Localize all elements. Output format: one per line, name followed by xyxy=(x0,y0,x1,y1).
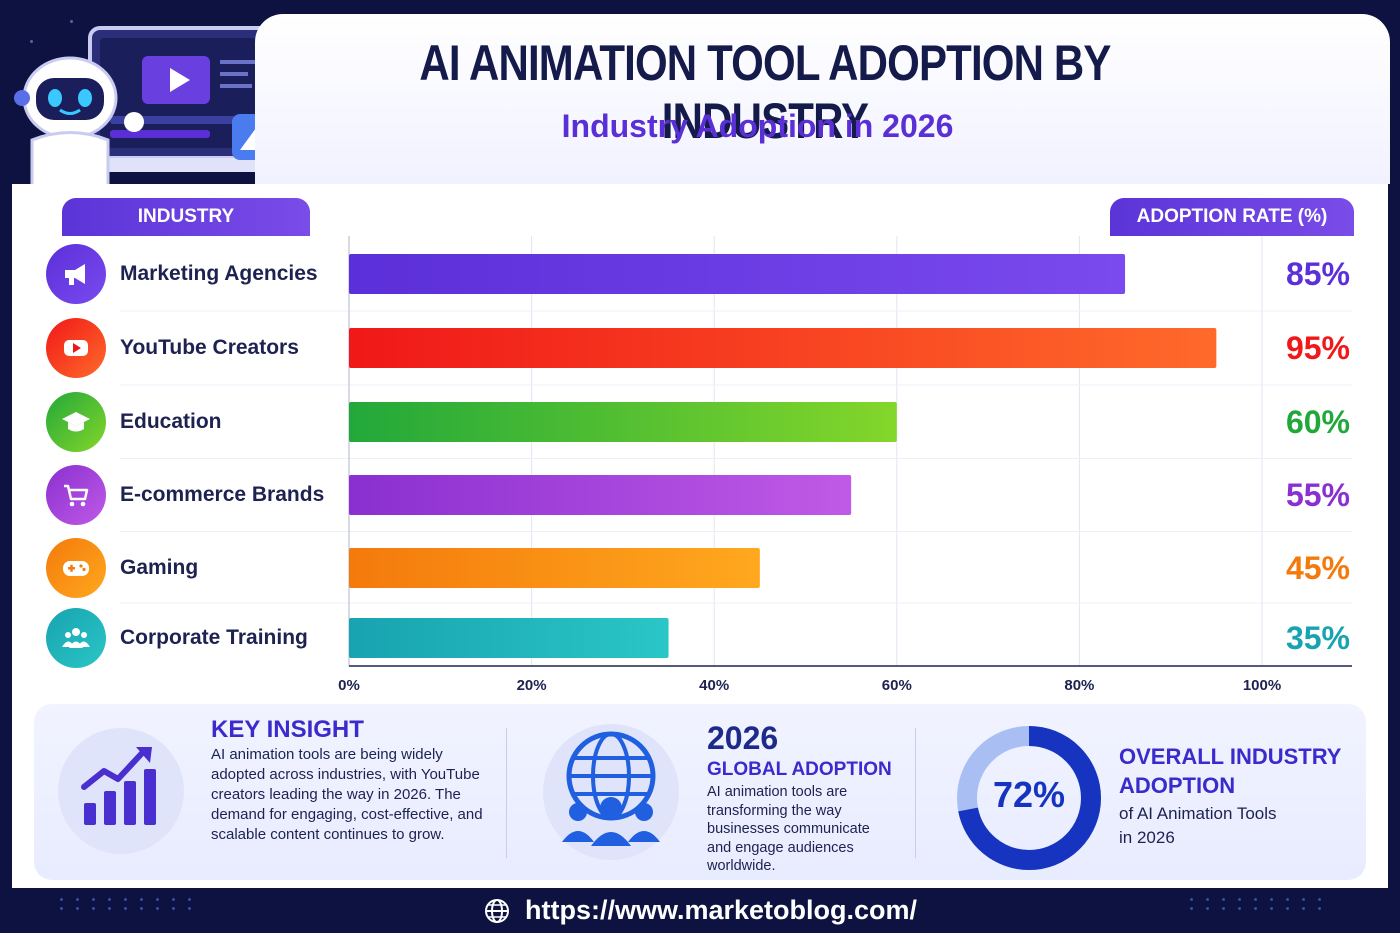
key-insight-title: KEY INSIGHT xyxy=(211,716,364,743)
chart-subtitle: Industry Adoption in 2026 xyxy=(561,108,954,144)
youtube-play-icon xyxy=(64,340,88,356)
overall-adoption-donut xyxy=(957,726,1101,870)
x-tick-label: 60% xyxy=(882,677,912,694)
value-label: 35% xyxy=(1285,619,1350,656)
industry-label: E-commerce Brands xyxy=(120,483,325,506)
x-tick-label: 40% xyxy=(699,677,729,694)
adoption-rate-column-header: ADOPTION RATE (%) xyxy=(1110,198,1354,236)
value-label: 95% xyxy=(1285,329,1350,366)
globe-people-icon xyxy=(562,731,660,846)
footer-url-link[interactable]: https://www.marketoblog.com/ xyxy=(524,895,918,925)
header-card xyxy=(255,14,1390,184)
x-tick-label: 20% xyxy=(517,677,547,694)
industry-label: Corporate Training xyxy=(120,626,308,649)
bar xyxy=(349,548,760,588)
global-year: 2026 xyxy=(707,720,779,756)
bar xyxy=(349,402,897,442)
gamepad-icon xyxy=(63,561,89,576)
overall-adoption-text-line2: in 2026 xyxy=(1119,828,1175,847)
footer-dots-right xyxy=(1190,898,1328,910)
robot-laptop-illustration xyxy=(14,26,310,190)
insights-box xyxy=(34,704,1366,880)
globe-icon xyxy=(484,898,509,923)
global-adoption-title: GLOBAL ADOPTION xyxy=(707,759,892,780)
insights-divider xyxy=(915,728,916,858)
overall-adoption-title: OVERALL INDUSTRY ADOPTION xyxy=(1119,742,1341,800)
bar xyxy=(349,328,1217,368)
overall-adoption-title-line2: ADOPTION xyxy=(1119,773,1236,798)
industry-column-header: INDUSTRY xyxy=(62,198,310,236)
value-label: 85% xyxy=(1285,255,1350,292)
x-tick-label: 0% xyxy=(338,677,360,694)
footer: https://www.marketoblog.com/ xyxy=(0,888,1400,933)
team-icon xyxy=(62,628,90,648)
bar xyxy=(349,618,669,658)
industry-label: YouTube Creators xyxy=(120,336,299,359)
overall-adoption-value: 72% xyxy=(992,774,1066,815)
global-adoption-text: AI animation tools are transforming the … xyxy=(707,784,870,874)
overall-adoption-text: of AI Animation Tools in 2026 xyxy=(1119,802,1277,850)
overall-adoption-text-line1: of AI Animation Tools xyxy=(1119,804,1277,823)
key-insight-text: AI animation tools are being widely adop… xyxy=(211,746,483,843)
industry-icon-circle xyxy=(46,318,106,378)
value-label: 45% xyxy=(1285,549,1350,586)
industry-icon-circle xyxy=(46,244,106,304)
bar xyxy=(349,254,1126,294)
industry-icon-circle xyxy=(46,392,106,452)
industry-label: Education xyxy=(120,410,222,433)
value-label: 60% xyxy=(1285,403,1350,440)
overall-adoption-title-line1: OVERALL INDUSTRY xyxy=(1119,744,1342,769)
growth-chart-icon-bg xyxy=(58,728,184,854)
insights-divider xyxy=(506,728,507,858)
industry-icon-circle xyxy=(46,608,106,668)
industry-label: Marketing Agencies xyxy=(120,262,318,285)
industry-label: Gaming xyxy=(120,556,199,579)
footer-dots-left xyxy=(60,898,198,910)
megaphone-icon xyxy=(65,264,85,285)
bar xyxy=(349,475,852,515)
x-tick-label: 100% xyxy=(1243,677,1281,694)
shopping-cart-icon xyxy=(64,484,89,507)
graduation-cap-icon xyxy=(62,412,90,432)
industry-icon-circle xyxy=(46,538,106,598)
value-label: 55% xyxy=(1285,476,1350,513)
growth-chart-icon xyxy=(81,747,156,825)
x-tick-label: 80% xyxy=(1064,677,1094,694)
chart-title: AI ANIMATION TOOL ADOPTION BY INDUSTRY xyxy=(419,35,1111,149)
industry-icon-circle xyxy=(46,465,106,525)
